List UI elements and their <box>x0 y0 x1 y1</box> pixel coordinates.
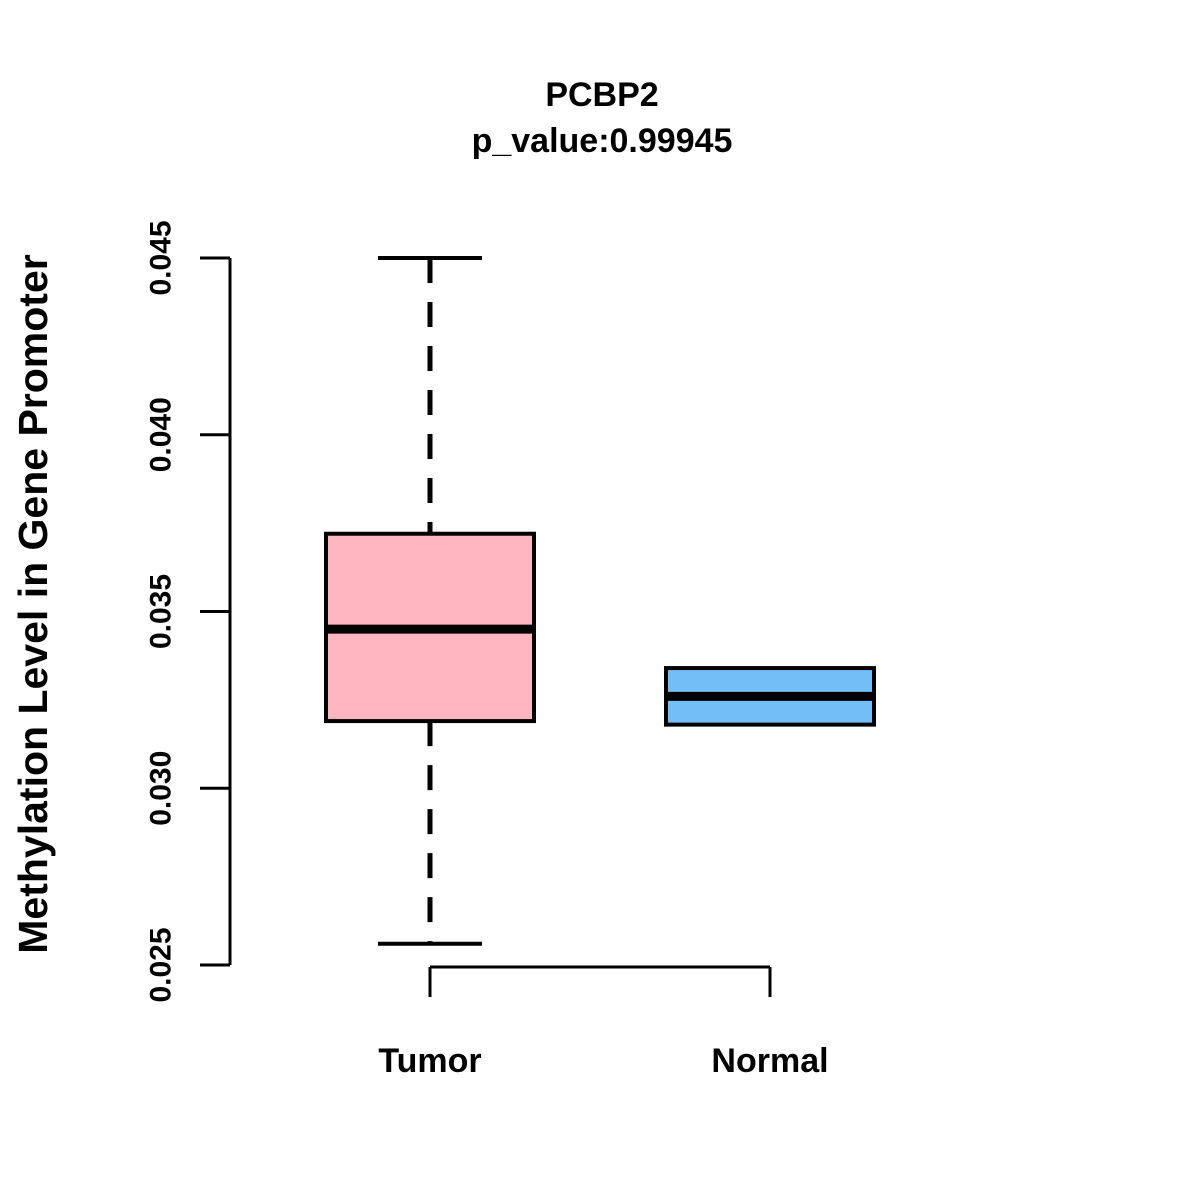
y-axis-tick-label: 0.030 <box>145 751 178 826</box>
y-axis-tick-label: 0.040 <box>145 397 178 472</box>
chart-title: PCBP2 <box>545 76 659 114</box>
category-label-normal: Normal <box>711 1042 828 1080</box>
category-label-tumor: Tumor <box>378 1042 481 1080</box>
chart-subtitle-pvalue: p_value:0.99945 <box>471 122 733 160</box>
y-axis-tick-label: 0.035 <box>145 574 178 649</box>
y-axis-title: Methylation Level in Gene Promoter <box>10 254 56 954</box>
y-axis-tick-label: 0.025 <box>145 927 178 1002</box>
y-axis-tick-label: 0.045 <box>145 220 178 295</box>
